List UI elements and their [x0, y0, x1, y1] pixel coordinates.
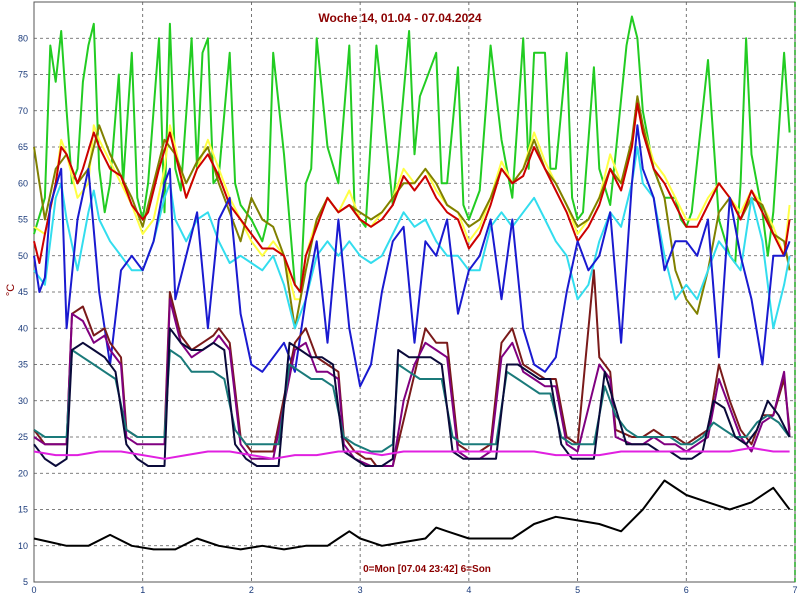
x-tick-label: 3 [358, 585, 363, 595]
y-tick-label: 45 [18, 287, 28, 297]
x-tick-label: 7 [792, 585, 797, 595]
y-tick-label: 75 [18, 70, 28, 80]
series-line [33, 15, 791, 293]
series-line [33, 298, 791, 467]
y-tick-label: 20 [18, 468, 28, 478]
y-tick-label: 30 [18, 396, 28, 406]
y-tick-label: 35 [18, 360, 28, 370]
y-tick-label: 40 [18, 323, 28, 333]
y-tick-label: 70 [18, 106, 28, 116]
y-tick-label: 25 [18, 432, 28, 442]
y-tick-label: 65 [18, 142, 28, 152]
x-tick-label: 0 [31, 585, 36, 595]
footer-note: 0=Mon [07.04 23:42] 6=Son [363, 564, 491, 575]
y-tick-label: 50 [18, 251, 28, 261]
series-line [33, 124, 791, 388]
x-tick-label: 6 [684, 585, 689, 595]
series-line [33, 146, 791, 330]
series-line [33, 349, 791, 453]
series-line [33, 446, 790, 460]
y-axis-label: °C [5, 284, 17, 296]
y-tick-label: 80 [18, 33, 28, 43]
x-tick-label: 2 [249, 585, 254, 595]
y-tick-label: 5 [23, 577, 28, 587]
y-tick-label: 60 [18, 178, 28, 188]
series-group [33, 15, 791, 551]
chart-title: Woche 14, 01.04 - 07.04.2024 [318, 11, 482, 25]
x-tick-label: 1 [140, 585, 145, 595]
y-tick-label: 10 [18, 541, 28, 551]
series-line [33, 479, 791, 551]
y-tick-label: 15 [18, 505, 28, 515]
grid [34, 2, 795, 582]
y-tick-label: 55 [18, 215, 28, 225]
series-line [33, 102, 791, 293]
x-tick-label: 5 [575, 585, 580, 595]
x-tick-label: 4 [466, 585, 471, 595]
series-line [33, 102, 791, 301]
series-line [33, 95, 791, 330]
